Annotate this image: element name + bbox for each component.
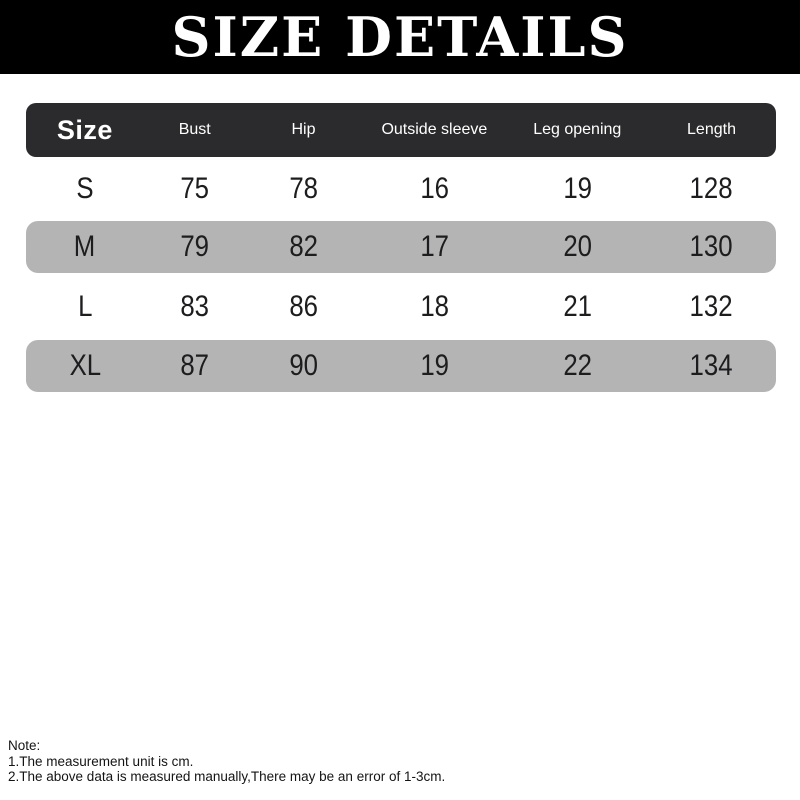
- cell-hip: 90: [289, 349, 318, 382]
- cell-bust: 79: [180, 230, 210, 263]
- cell-length: 132: [689, 289, 734, 323]
- title-banner: SIZE DETAILS: [0, 0, 800, 74]
- cell-outside-sleeve: 16: [420, 172, 449, 205]
- table-row-xl: XL 87 90 19 22 134: [26, 340, 776, 392]
- cell-hip: 78: [289, 172, 318, 205]
- page-title: SIZE DETAILS: [171, 5, 629, 69]
- cell-hip: 82: [289, 230, 318, 263]
- cell-bust: 87: [180, 349, 210, 382]
- note-line-2: 2.The above data is measured manually,Th…: [8, 769, 446, 784]
- cell-leg-opening: 22: [562, 349, 592, 382]
- cell-outside-sleeve: 17: [420, 230, 449, 263]
- header-cell-leg-opening: Leg opening: [533, 121, 622, 138]
- cell-outside-sleeve: 18: [420, 289, 449, 323]
- table-row-l: L 83 86 18 21 132: [26, 273, 776, 340]
- header-cell-outside-sleeve: Outside sleeve: [381, 121, 488, 138]
- note-line-1: 1.The measurement unit is cm.: [8, 753, 194, 769]
- cell-size-label: XL: [69, 349, 101, 382]
- cell-outside-sleeve: 19: [420, 349, 449, 382]
- table-row-s: S 75 78 16 19 128: [26, 157, 776, 221]
- cell-size-label: S: [76, 172, 94, 205]
- cell-length: 128: [689, 172, 734, 205]
- header-cell-hip: Hip: [291, 121, 316, 138]
- cell-hip: 86: [289, 289, 318, 323]
- cell-size-label: L: [77, 289, 93, 323]
- cell-size-label: M: [74, 230, 96, 263]
- cell-bust: 75: [180, 172, 210, 205]
- cell-length: 134: [689, 349, 734, 382]
- cell-leg-opening: 19: [562, 172, 592, 205]
- cell-leg-opening: 21: [562, 289, 592, 323]
- notes-label: Note:: [8, 738, 41, 753]
- cell-length: 130: [689, 230, 734, 263]
- header-cell-bust: Bust: [178, 121, 211, 138]
- table-row-m: M 79 82 17 20 130: [26, 221, 776, 273]
- size-table: Size Bust Hip Outside sleeve Leg opening…: [26, 103, 776, 392]
- notes-block: Note: 1.The measurement unit is cm. 2.Th…: [8, 738, 445, 785]
- table-header-row: Size Bust Hip Outside sleeve Leg opening…: [26, 103, 776, 157]
- cell-leg-opening: 20: [562, 230, 592, 263]
- header-cell-length: Length: [687, 121, 736, 138]
- header-cell-size: Size: [56, 114, 113, 145]
- cell-bust: 83: [180, 289, 210, 323]
